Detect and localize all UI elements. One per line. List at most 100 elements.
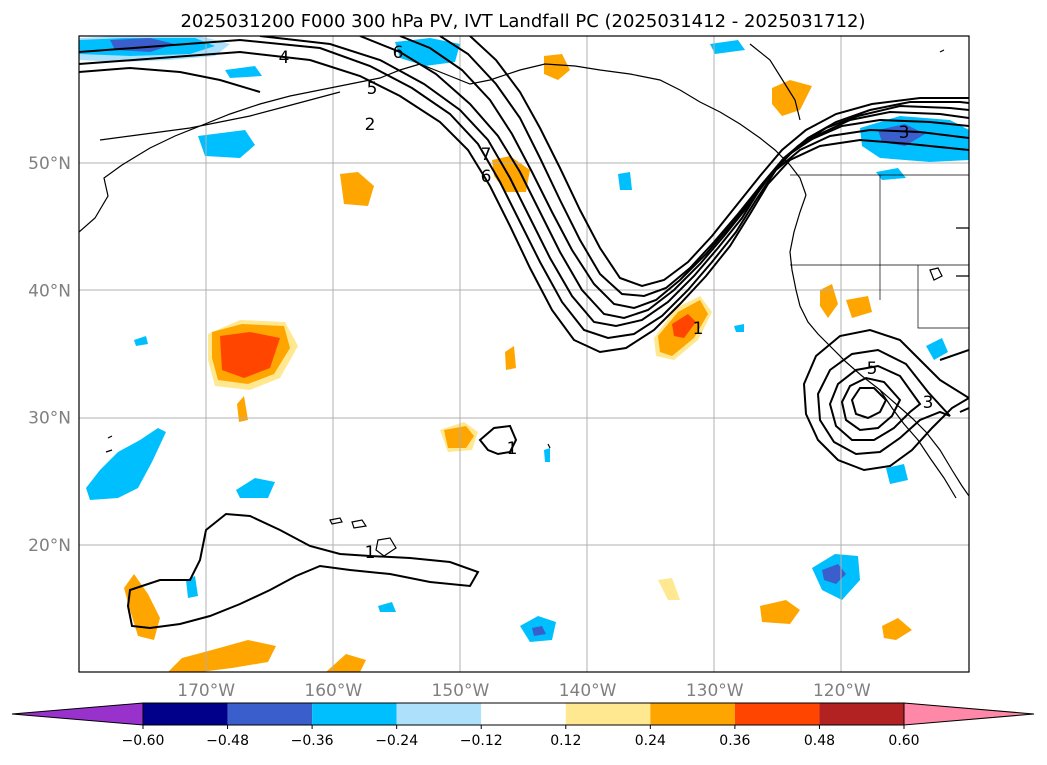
contour-label: 3 [923,393,934,413]
contour-labels: 4 6 5 2 7 6 1 1 1 5 3 3 [279,43,934,563]
colorbar-tick-label: −0.60 [122,733,165,749]
coastlines [79,43,969,557]
shading-blue-west-25n-b [236,478,275,498]
coast-alaska-peninsula [79,63,421,233]
shading-warm-160w-11n [326,654,366,672]
contour-ridge-4 [359,36,969,320]
shading-warm-170w-11n [168,640,276,672]
contour-label: 6 [481,167,492,187]
coast-hawaii-1 [329,517,343,525]
lon-tick-label: 130°W [686,681,744,701]
pv-contours [79,36,969,630]
contour-ridge-2 [79,38,969,340]
coast-canada-inland [749,43,801,121]
colorbar-segment [227,703,313,725]
shading-warm-142w-57n [544,54,570,80]
axis-ticks: 170°W 160°W 150°W 140°W 130°W 120°W 20°N 30°N 40… [28,154,871,701]
shading-blue-ne-small [876,168,906,180]
contour-ridge-5 [399,36,969,310]
contour-ridge-6 [439,36,969,298]
contour-label: 1 [693,319,704,339]
colorbar-segment [565,703,651,725]
coast-small-islands [105,49,969,453]
shading-blue-west-25n [86,428,166,500]
contour-label: 5 [367,79,378,99]
colorbar: −0.60 −0.48 −0.36 −0.24 −0.12 0.12 0.24 0.36 0.4… [11,702,1035,749]
coast-alaska-south [419,63,807,196]
shading-warm-121w-38n [820,284,838,318]
colorbar-frame [142,702,905,726]
lon-tick-label: 150°W [432,681,490,701]
colorbar-tick-label: 0.12 [550,733,581,749]
contour-cutoff-2 [816,348,951,456]
contour-tropical-1 [126,512,480,630]
gridlines [79,36,969,672]
colorbar-tick-label: −0.24 [375,733,418,749]
colorbar-tick-label: −0.36 [291,733,334,749]
colorbar-tick-label: 0.24 [635,733,666,749]
shading-warm-167w-31n [237,396,248,422]
shading-warm-125w-14n [760,600,800,624]
colorbar-tick-label: 0.60 [888,733,919,749]
contour-label: 1 [507,439,518,459]
shading-warm-146w-34n [505,346,516,370]
shading-blue-aleutian [225,66,262,78]
lat-tick-label: 20°N [28,536,71,556]
contour-label: 5 [867,359,878,379]
shading-blue-143w-center [532,626,546,636]
shading-blue-top-small [710,40,745,54]
colorbar-tick-label: −0.48 [206,733,249,749]
colorbar-segment [819,703,904,725]
coast-west-us [789,194,969,497]
contour-label: 6 [393,43,404,63]
shading-blue-120w-center [822,564,846,584]
lat-tick-label: 30°N [28,409,71,429]
shading-warm-125w-56n [772,80,812,116]
contour-ridge-7 [469,36,969,288]
shading-blue-small-168w [186,576,198,598]
shading-warm-134w-16n [658,578,680,600]
shading-blue-116w-26n [886,464,908,484]
chart-title: 2025031200 F000 300 hPa PV, IVT Landfall… [180,11,865,32]
colorbar-segment [312,703,397,725]
colorbar-extend-low [11,702,144,726]
lon-tick-label: 120°W [813,681,871,701]
lat-tick-label: 40°N [28,281,71,301]
shaded-anomalies [79,36,969,672]
shading-warm-150w-28n-core [444,426,474,448]
map-border [78,35,970,673]
contour-label: 4 [279,48,290,68]
lon-tick-label: 170°W [177,681,235,701]
lon-tick-label: 140°W [559,681,617,701]
coast-hawaii-3 [375,537,397,557]
contour-cutoff-5 [850,387,888,420]
contour-cutoff-1 [802,328,969,472]
shading-blue-small-175w [134,336,148,346]
contour-cutoff-3 [828,364,922,441]
contour-nw-alaska [79,66,261,93]
colorbar-extend-high [903,702,1035,726]
contour-label: 7 [481,145,492,165]
contour-ridge-1 [79,50,969,354]
shading-blue-west-52n [198,130,255,158]
coast-baja [879,389,957,499]
contour-closed-150w [478,424,518,456]
colorbar-tick-label: 0.36 [719,733,750,749]
shading-blue-ne-center [878,124,925,146]
shading-warm-168w-36n-core [220,332,280,378]
shading-blue-small-143w [544,448,550,462]
colorbar-tick-label: 0.48 [804,733,835,749]
colorbar-tick-label: −0.12 [460,733,503,749]
colorbar-segment [143,703,228,725]
border-states [790,175,969,329]
contour-cutoff-4 [840,376,902,432]
shading-warm-118w-39n [846,296,872,318]
colorbar-segment [734,703,820,725]
shading-warm-132w-37n-core [672,314,696,338]
shading-warm-175w-15n [124,574,160,640]
colorbar-segment [396,703,482,725]
coast-aleutians [99,91,341,141]
shading-warm-157w-48n [340,172,374,206]
shading-warm-116w-13n [882,618,912,640]
